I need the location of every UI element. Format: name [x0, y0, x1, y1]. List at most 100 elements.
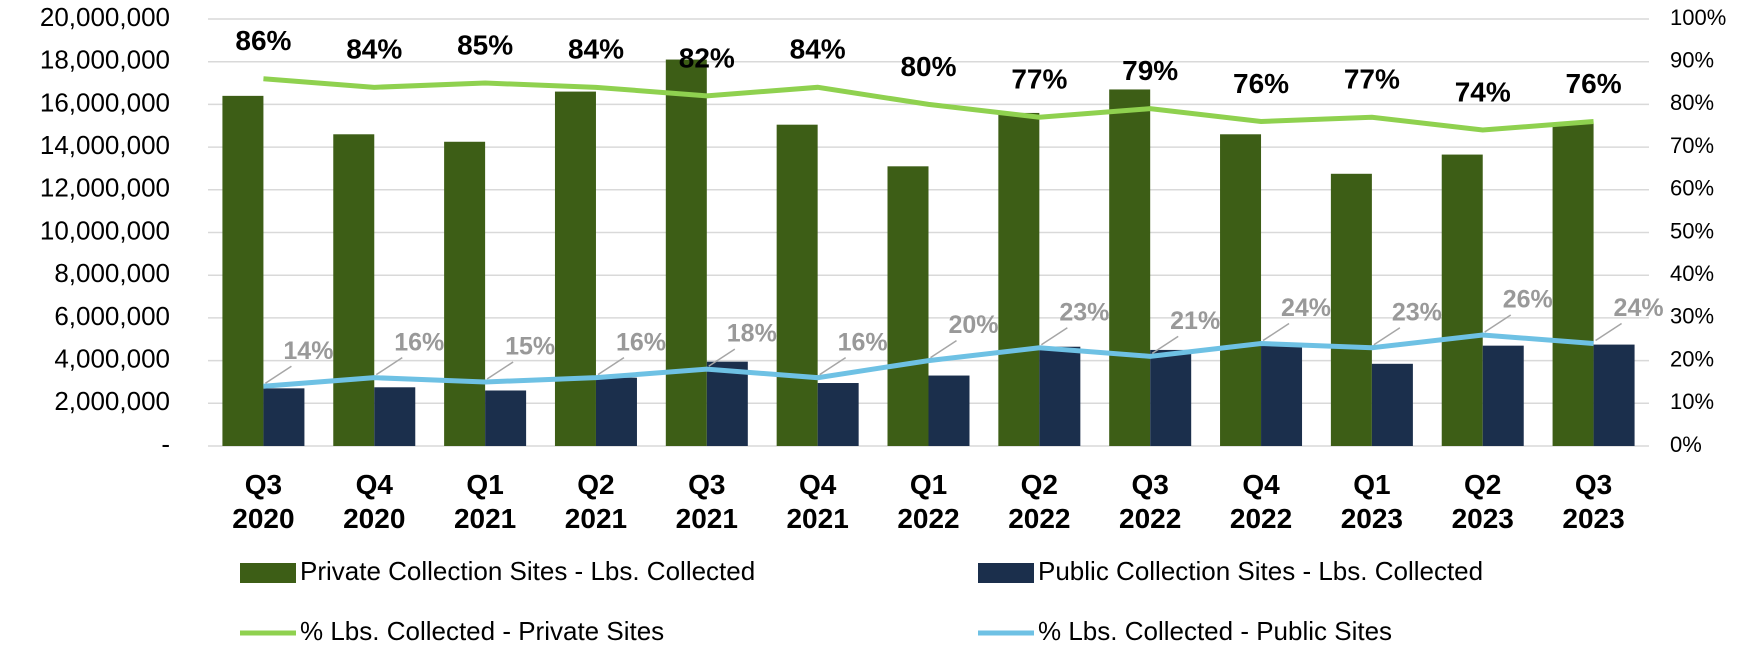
- data-label: 77%: [1011, 64, 1067, 95]
- bar: [333, 134, 375, 447]
- data-label: 15%: [505, 333, 555, 361]
- data-label: 18%: [727, 320, 777, 348]
- data-label: 21%: [1170, 307, 1220, 335]
- legend-label: % Lbs. Collected - Public Sites: [1038, 616, 1392, 646]
- y-tick-label: 10,000,000: [40, 215, 170, 245]
- y-tick-label: 2,000,000: [54, 386, 170, 416]
- bar: [1039, 346, 1081, 446]
- data-label: 24%: [1281, 294, 1331, 322]
- bar: [554, 91, 596, 446]
- y2-tick-label: 20%: [1670, 346, 1714, 371]
- x-tick-label: Q3 2022: [1119, 469, 1182, 534]
- line: [263, 76, 1594, 133]
- bar: [665, 59, 707, 446]
- legend-label: % Lbs. Collected - Private Sites: [300, 616, 664, 646]
- bar: [485, 390, 527, 446]
- data-label: 76%: [1233, 68, 1289, 99]
- y-tick-label: 6,000,000: [54, 301, 170, 331]
- data-label: 20%: [948, 311, 998, 339]
- data-label: 16%: [616, 328, 666, 356]
- leader-line: [1595, 322, 1622, 342]
- y-tick-label: 20,000,000: [40, 2, 170, 32]
- bar: [998, 112, 1040, 446]
- x-tick-label: Q3 2020: [232, 469, 295, 534]
- y-tick-label: 14,000,000: [40, 130, 170, 160]
- y-tick-label: 18,000,000: [40, 45, 170, 75]
- leader-line: [375, 357, 403, 376]
- data-label: 80%: [900, 51, 956, 82]
- x-tick-label: Q4 2020: [343, 469, 406, 534]
- leader-line: [1373, 327, 1401, 346]
- data-label: 23%: [1392, 298, 1442, 326]
- legend-swatch: [240, 563, 296, 583]
- y2-tick-label: 100%: [1670, 5, 1726, 30]
- y-tick-label: 8,000,000: [54, 258, 170, 288]
- y2-tick-label: 60%: [1670, 176, 1714, 201]
- y-tick-label: 12,000,000: [40, 173, 170, 203]
- bar: [1150, 349, 1192, 446]
- leader-line: [1484, 314, 1512, 333]
- y-tick-label: -: [161, 429, 170, 459]
- y2-tick-label: 40%: [1670, 261, 1714, 286]
- bar: [1482, 345, 1524, 446]
- bar: [263, 388, 305, 446]
- x-tick-label: Q1 2021: [453, 469, 517, 534]
- data-label: 82%: [679, 42, 735, 73]
- legend-label: Public Collection Sites - Lbs. Collected: [1038, 556, 1483, 586]
- bar: [1593, 344, 1635, 446]
- bar: [1261, 345, 1303, 446]
- data-label: 85%: [457, 29, 513, 60]
- y2-tick-label: 30%: [1670, 304, 1714, 329]
- x-tick-label: Q4 2021: [786, 469, 849, 534]
- x-tick-label: Q2 2022: [1008, 469, 1071, 534]
- bar: [1441, 154, 1483, 446]
- leader-line: [930, 339, 957, 359]
- y-tick-label: 4,000,000: [54, 343, 170, 373]
- x-tick-label: Q1 2022: [897, 469, 960, 534]
- leader-line: [708, 348, 736, 367]
- data-label: 86%: [235, 25, 291, 56]
- bar: [222, 95, 264, 447]
- x-tick-label: Q3 2023: [1562, 469, 1625, 534]
- bar: [1371, 363, 1413, 446]
- x-tick-label: Q2 2021: [564, 469, 628, 534]
- legend-label: Private Collection Sites - Lbs. Collecte…: [300, 556, 755, 586]
- y2-tick-label: 90%: [1670, 48, 1714, 73]
- bar: [887, 166, 929, 446]
- leader-line: [597, 357, 625, 376]
- bar: [1552, 123, 1594, 447]
- bar: [776, 124, 818, 447]
- bar: [595, 377, 637, 446]
- data-label: 77%: [1344, 64, 1400, 95]
- line: [263, 332, 1594, 389]
- y2-tick-label: 50%: [1670, 218, 1714, 243]
- leader-line: [486, 361, 514, 380]
- x-tick-label: Q1 2023: [1340, 469, 1404, 534]
- data-label: 26%: [1503, 286, 1553, 314]
- bar: [444, 141, 486, 446]
- data-label: 14%: [283, 337, 333, 365]
- bar: [928, 375, 970, 446]
- leader-line: [819, 357, 847, 376]
- data-label: 79%: [1122, 55, 1178, 86]
- data-label: 84%: [568, 34, 624, 65]
- data-label: 23%: [1059, 298, 1109, 326]
- bar: [1330, 173, 1372, 446]
- data-label: 16%: [394, 328, 444, 356]
- y2-tick-label: 70%: [1670, 133, 1714, 158]
- x-tick-label: Q4 2022: [1229, 469, 1293, 534]
- bar: [706, 361, 748, 446]
- bar: [817, 383, 859, 446]
- data-label: 16%: [838, 328, 888, 356]
- x-tick-label: Q3 2021: [675, 469, 738, 534]
- bar: [1109, 89, 1151, 446]
- y2-tick-label: 0%: [1670, 432, 1702, 457]
- bar: [1220, 134, 1262, 447]
- leader-line: [1151, 335, 1179, 354]
- data-label: 24%: [1614, 294, 1664, 322]
- y2-tick-label: 10%: [1670, 389, 1714, 414]
- bar: [374, 387, 416, 446]
- y2-tick-label: 80%: [1670, 90, 1714, 115]
